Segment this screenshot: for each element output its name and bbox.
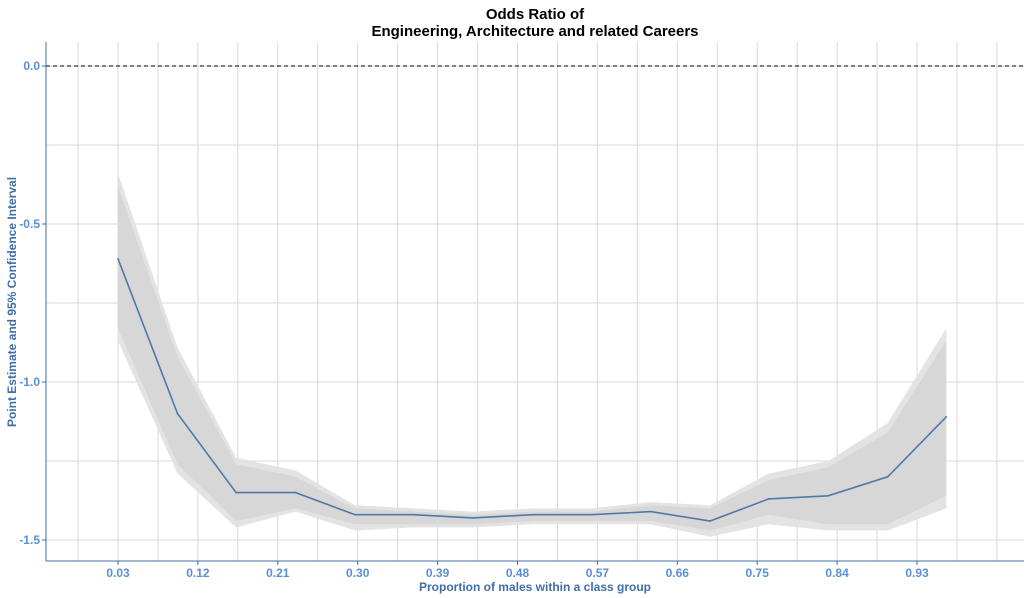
- confidence-bands: [118, 173, 947, 537]
- x-tick-label: 0.75: [746, 566, 770, 580]
- x-tick-labels: 0.03 0.12 0.21 0.30 0.39 0.48 0.57 0.66 0.75 0.84…: [106, 561, 929, 580]
- estimate-point: [649, 510, 652, 513]
- estimate-point: [709, 520, 711, 522]
- x-axis-title: Proportion of males within a class group: [419, 580, 651, 594]
- estimate-point: [235, 491, 237, 494]
- x-tick-label: 0.48: [506, 566, 530, 580]
- y-tick-labels: 0.0 -0.5 -1.0 -1.5: [19, 59, 46, 547]
- x-tick-label: 0.12: [186, 566, 210, 580]
- estimate-point: [590, 513, 592, 516]
- x-tick-label: 0.84: [825, 566, 849, 580]
- x-tick-label: 0.39: [426, 566, 450, 580]
- y-tick-label: -1.0: [19, 375, 40, 389]
- y-tick-label: -0.5: [19, 217, 40, 231]
- grid: [46, 42, 1024, 561]
- estimate-point: [117, 257, 119, 260]
- estimate-point: [294, 491, 297, 494]
- confidence-band-inner: [118, 186, 947, 531]
- y-tick-label: -1.5: [19, 533, 40, 547]
- estimate-point: [176, 412, 179, 415]
- x-tick-label: 0.30: [346, 566, 370, 580]
- estimate-point: [531, 513, 534, 516]
- x-tick-label: 0.66: [666, 566, 690, 580]
- y-tick-label: 0.0: [23, 59, 40, 73]
- estimate-point: [827, 494, 830, 497]
- x-tick-label: 0.21: [266, 566, 290, 580]
- estimate-point: [472, 517, 474, 519]
- chart-title-line-1: Odds Ratio of: [486, 6, 585, 23]
- estimate-point: [767, 498, 770, 500]
- x-tick-label: 0.57: [586, 566, 610, 580]
- estimate-point: [886, 476, 889, 478]
- axes: [45, 42, 1024, 562]
- estimate-point: [354, 513, 356, 516]
- chart-title-line-2: Engineering, Architecture and related Ca…: [371, 23, 698, 40]
- estimate-point: [412, 513, 415, 516]
- y-axis-title: Point Estimate and 95% Confidence Interv…: [5, 177, 19, 427]
- estimate-point: [945, 415, 948, 418]
- estimate-series: [117, 257, 948, 522]
- x-tick-label: 0.93: [905, 566, 929, 580]
- x-tick-label: 0.03: [106, 566, 130, 580]
